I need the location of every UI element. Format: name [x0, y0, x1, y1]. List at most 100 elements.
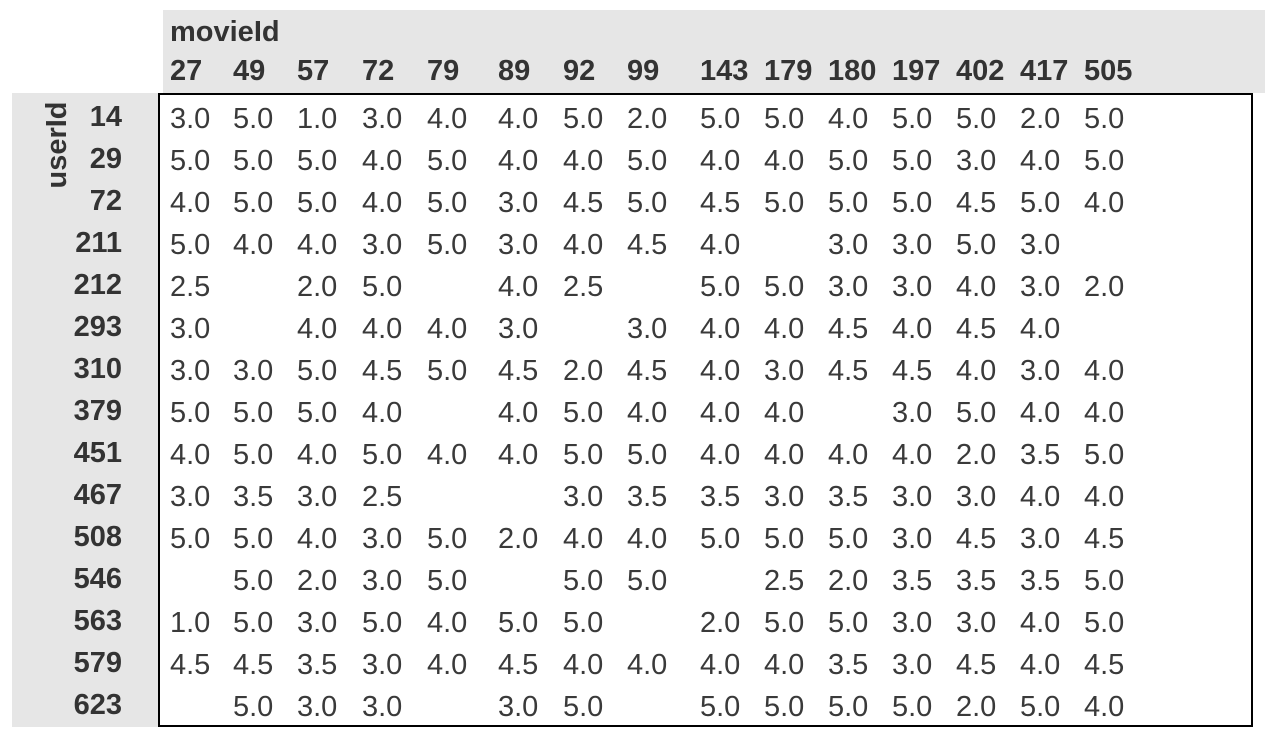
table-row: 5.0 4.0 4.0 3.0 5.0 3.0 4.0 4.5 4.0 3.0 3.0 5.0 3.0 [160, 224, 1251, 266]
rating-cell: 5.0 [427, 565, 468, 597]
rating-cell [233, 266, 297, 308]
rating-cell: 5.0 [297, 397, 338, 429]
table-row: 3.0 3.0 5.0 4.5 5.0 4.5 2.0 4.5 4.0 3.0 4.5 4.5 4.0 3… [160, 350, 1251, 392]
table-row: 3.0 5.0 1.0 3.0 4.0 4.0 5.0 2.0 5.0 5.0 4.0 5.0 5.0 2… [160, 98, 1251, 140]
rating-cell: 4.0 [1020, 649, 1061, 681]
rating-cell: 5.0 [233, 439, 274, 471]
rating-cell: 2.0 [956, 439, 997, 471]
rating-cell: 3.0 [892, 229, 933, 261]
rating-cell: 4.0 [563, 145, 604, 177]
rating-cell: 2.0 [828, 565, 869, 597]
row-header: 451 [73, 437, 122, 469]
rating-cell: 4.5 [170, 649, 211, 681]
rating-cell: 2.5 [563, 271, 604, 303]
rating-cell: 2.5 [170, 271, 211, 303]
rating-cell: 4.5 [828, 355, 869, 387]
rating-cell [427, 266, 498, 308]
rating-cell: 4.0 [362, 145, 403, 177]
rating-cell: 4.0 [627, 397, 668, 429]
rating-cell: 3.0 [627, 313, 668, 345]
rating-cell [1084, 308, 1148, 350]
rating-cell: 4.0 [1084, 691, 1125, 723]
rating-cell: 3.0 [170, 355, 211, 387]
rating-cell: 4.0 [1020, 481, 1061, 513]
rating-cell: 4.5 [362, 355, 403, 387]
rating-cell: 5.0 [627, 187, 668, 219]
rating-cell [170, 686, 233, 728]
rating-cell: 5.0 [297, 187, 338, 219]
rating-cell: 5.0 [1020, 187, 1061, 219]
rating-cell: 5.0 [1084, 565, 1125, 597]
rating-cell: 5.0 [700, 691, 741, 723]
rating-cell: 3.0 [1020, 271, 1061, 303]
rating-cell: 4.5 [233, 649, 274, 681]
rating-cell: 3.5 [297, 649, 338, 681]
column-header: 89 [498, 55, 531, 87]
table-row: 1.0 5.0 3.0 5.0 4.0 5.0 5.0 2.0 5.0 5.0 3.0 3.0 4.0 5… [160, 602, 1251, 644]
column-header: 180 [828, 55, 877, 87]
table-row: 4.0 5.0 4.0 5.0 4.0 4.0 5.0 5.0 4.0 4.0 4.0 4.0 2.0 3… [160, 434, 1251, 476]
rating-cell: 5.0 [427, 355, 468, 387]
column-header: 92 [563, 55, 596, 87]
rating-cell: 3.0 [892, 607, 933, 639]
rating-cell: 3.0 [956, 607, 997, 639]
rating-cell: 5.0 [892, 103, 933, 135]
rating-cell: 4.0 [427, 313, 468, 345]
rating-cell [498, 560, 563, 602]
row-header: 293 [73, 311, 122, 343]
rating-cell: 2.5 [764, 565, 805, 597]
rating-cell: 3.5 [627, 481, 668, 513]
rating-cell: 4.5 [1084, 649, 1125, 681]
rating-cell: 5.0 [892, 691, 933, 723]
rating-cell: 4.0 [170, 439, 211, 471]
column-header: 197 [892, 55, 941, 87]
column-axis-label: movieId [170, 16, 280, 48]
rating-cell: 3.5 [828, 649, 869, 681]
column-header: 99 [627, 55, 660, 87]
row-header: 14 [89, 101, 122, 133]
table-row: 2.5 2.0 5.0 4.0 2.5 5.0 5.0 3.0 3.0 4.0 3.0 2.0 [160, 266, 1251, 308]
rating-cell: 5.0 [764, 103, 805, 135]
rating-cell: 2.0 [1020, 103, 1061, 135]
rating-cell: 4.0 [1084, 355, 1125, 387]
rating-cell: 5.0 [563, 439, 604, 471]
rating-cell: 4.0 [1020, 145, 1061, 177]
rating-cell: 3.0 [764, 355, 805, 387]
rating-cell: 4.5 [828, 313, 869, 345]
rating-cell: 5.0 [563, 397, 604, 429]
rating-cell: 5.0 [427, 523, 468, 555]
rating-cell: 4.0 [427, 103, 468, 135]
rating-cell [828, 392, 892, 434]
rating-cell: 4.0 [700, 229, 741, 261]
rating-cell: 4.5 [498, 649, 539, 681]
rating-cell: 5.0 [563, 103, 604, 135]
rating-cell: 4.0 [427, 607, 468, 639]
rating-cell: 4.5 [956, 523, 997, 555]
rating-cell: 3.0 [233, 355, 274, 387]
rating-cell: 4.0 [700, 649, 741, 681]
rating-cell: 5.0 [956, 103, 997, 135]
rating-cell: 2.0 [700, 607, 741, 639]
rating-cell: 1.0 [170, 607, 211, 639]
rating-cell: 5.0 [1084, 439, 1125, 471]
rating-cell: 4.0 [764, 397, 805, 429]
rating-cell: 4.5 [700, 187, 741, 219]
rating-cell: 3.0 [498, 313, 539, 345]
rating-cell: 4.0 [297, 523, 338, 555]
rating-cell: 3.0 [362, 649, 403, 681]
rating-cell: 5.0 [170, 229, 211, 261]
rating-cell: 2.0 [1084, 271, 1125, 303]
rating-cell: 3.0 [362, 523, 403, 555]
rating-cell: 5.0 [362, 271, 403, 303]
rating-cell: 5.0 [1084, 607, 1125, 639]
rating-cell: 5.0 [427, 187, 468, 219]
rating-cell: 3.0 [892, 523, 933, 555]
rating-cell: 4.0 [297, 229, 338, 261]
rating-cell: 2.0 [297, 565, 338, 597]
rating-cell: 3.0 [170, 481, 211, 513]
rating-cell: 5.0 [297, 355, 338, 387]
rating-cell: 4.0 [498, 103, 539, 135]
rating-cell [1084, 224, 1148, 266]
row-header: 310 [73, 353, 122, 385]
